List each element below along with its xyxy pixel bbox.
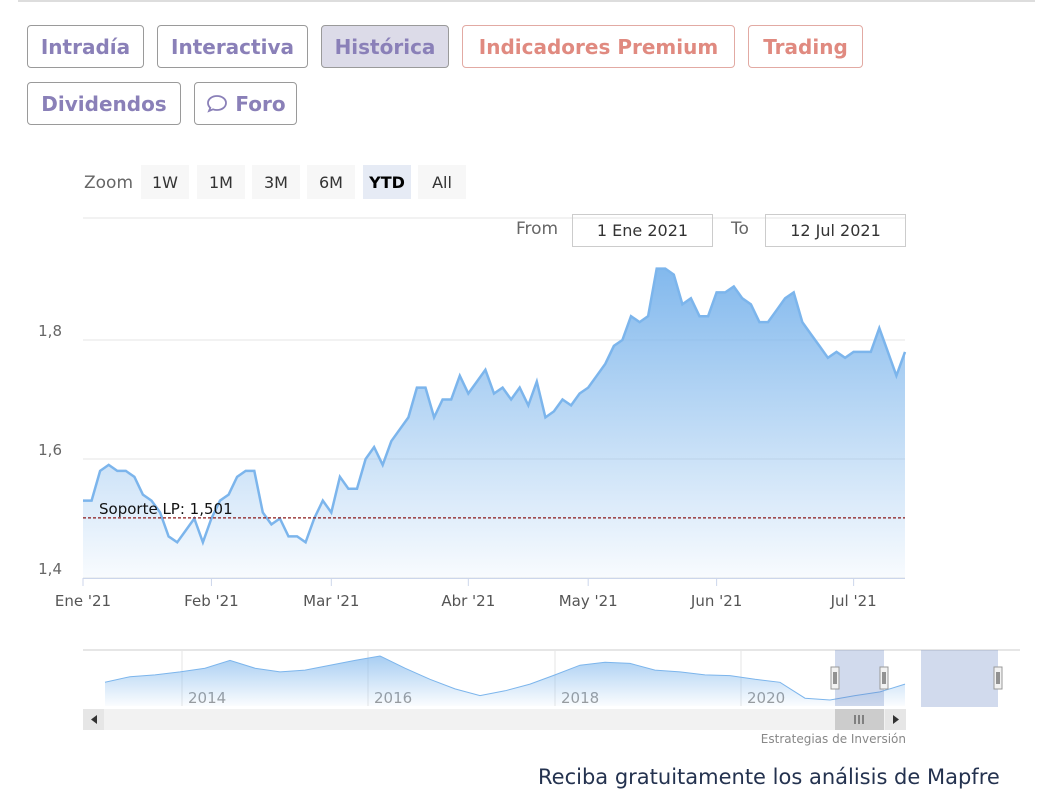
y-tick-label: 1,8 — [38, 322, 62, 340]
area — [83, 268, 905, 578]
navigator-extra — [921, 650, 998, 707]
x-tick-label: May '21 — [559, 592, 618, 610]
tab[interactable]: Indicadores Premium — [462, 25, 735, 68]
navigator-mask — [835, 650, 884, 706]
tab-label[interactable]: Intradía — [40, 34, 131, 59]
tab-label[interactable]: Foro — [235, 91, 286, 116]
zoom-label: Zoom — [84, 173, 134, 193]
tab-label[interactable]: Histórica — [334, 34, 436, 59]
credits: Estrategias de Inversión — [760, 732, 906, 746]
zoom-button[interactable]: 6M — [307, 165, 355, 199]
tab[interactable]: Interactiva — [157, 25, 308, 68]
zoom-button[interactable]: 1M — [197, 165, 245, 199]
to-label: To — [731, 219, 749, 239]
y-tick-label: 1,6 — [38, 441, 62, 459]
tab[interactable]: Foro — [194, 82, 297, 125]
from-input[interactable]: 1 Ene 2021 — [572, 214, 713, 247]
line — [83, 267, 907, 546]
tab-label[interactable]: Indicadores Premium — [478, 34, 719, 59]
tab-label[interactable]: Dividendos — [41, 91, 167, 116]
footer-text: Reciba gratuitamente los análisis de Map… — [538, 765, 1000, 789]
tab[interactable]: Histórica — [321, 25, 449, 68]
navigator-handle[interactable] — [879, 666, 889, 690]
scrollbar-track — [83, 709, 906, 730]
tab-label[interactable]: Trading — [763, 34, 848, 59]
tab[interactable]: Trading — [748, 25, 863, 68]
tab[interactable]: Intradía — [27, 25, 144, 68]
x-tick-label: Feb '21 — [184, 592, 239, 610]
plot-line-label: Soporte LP: 1,501 — [99, 500, 233, 518]
y-tick-label: 1,4 — [38, 560, 62, 578]
to-input[interactable]: 12 Jul 2021 — [765, 214, 906, 247]
thumb-grip — [854, 715, 864, 724]
arrow — [91, 715, 97, 724]
x-tick-label: Mar '21 — [303, 592, 359, 610]
from-label: From — [516, 219, 559, 239]
x-tick-label: Ene '21 — [55, 592, 111, 610]
x-tick-label: Jul '21 — [830, 592, 877, 610]
zoom-button[interactable]: 3M — [252, 165, 300, 199]
tab-label[interactable]: Interactiva — [171, 34, 294, 59]
arrow — [893, 715, 899, 724]
x-tick-label: Abr '21 — [441, 592, 495, 610]
navigator-handle[interactable] — [830, 666, 840, 690]
navigator-handle[interactable] — [993, 666, 1003, 690]
zoom-button[interactable]: 1W — [141, 165, 189, 199]
zoom-button[interactable]: All — [418, 165, 466, 199]
forum-icon — [207, 94, 228, 113]
zoom-button[interactable]: YTD — [363, 165, 411, 199]
tab[interactable]: Dividendos — [27, 82, 181, 125]
x-tick-label: Jun '21 — [690, 592, 742, 610]
navigator-area — [105, 656, 905, 706]
navigator-line — [104, 655, 906, 701]
